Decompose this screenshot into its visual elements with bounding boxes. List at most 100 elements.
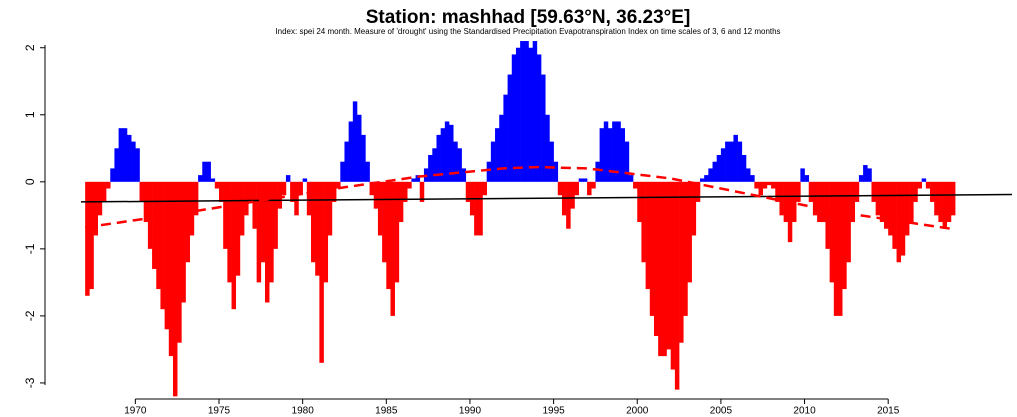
x-tick-label: 1995 xyxy=(542,406,565,417)
bar xyxy=(160,181,165,310)
bar xyxy=(223,181,228,249)
bar xyxy=(599,128,605,182)
bar xyxy=(361,134,366,182)
bar xyxy=(398,181,404,223)
chart-subtitle: Index: spei 24 month. Measure of 'drough… xyxy=(275,27,780,36)
bar xyxy=(457,148,462,182)
bar xyxy=(499,114,504,182)
bar xyxy=(336,181,341,189)
bar xyxy=(507,74,513,182)
bar xyxy=(812,181,818,216)
chart-title: Station: mashhad [59.63°N, 36.23°E] xyxy=(366,7,691,28)
bar xyxy=(741,155,747,182)
bar xyxy=(482,181,487,196)
bar xyxy=(323,181,329,283)
bar xyxy=(302,178,308,182)
bar xyxy=(419,181,425,202)
bar xyxy=(578,178,584,182)
bar xyxy=(273,181,278,249)
bar xyxy=(582,178,588,182)
bar xyxy=(904,181,910,236)
smooth-curve xyxy=(84,165,952,230)
bar xyxy=(520,41,525,182)
bar xyxy=(913,181,918,202)
bar xyxy=(787,181,793,243)
bar xyxy=(436,134,441,182)
bar xyxy=(616,121,621,182)
bar xyxy=(156,181,161,290)
bar xyxy=(750,175,755,182)
bar xyxy=(210,178,216,182)
bar xyxy=(528,47,533,182)
x-tick-label: 2005 xyxy=(710,406,733,417)
bar xyxy=(139,181,145,202)
bar xyxy=(867,168,872,182)
bar xyxy=(817,181,822,223)
bar xyxy=(285,175,291,182)
bar xyxy=(683,181,688,316)
bar xyxy=(838,181,843,316)
bar xyxy=(110,168,115,182)
bar xyxy=(281,181,287,196)
bar xyxy=(377,181,383,236)
bar xyxy=(641,181,646,263)
bar xyxy=(193,181,199,216)
bar xyxy=(444,121,450,182)
bar xyxy=(879,181,885,223)
bar xyxy=(181,181,186,303)
bar xyxy=(620,128,625,182)
bar xyxy=(645,181,651,290)
bar xyxy=(875,181,881,216)
bar xyxy=(666,181,672,350)
bar xyxy=(938,181,943,223)
bar xyxy=(252,181,257,229)
bar xyxy=(135,148,140,182)
bar xyxy=(503,94,508,182)
bar xyxy=(474,181,479,236)
bar xyxy=(185,181,191,263)
bar xyxy=(829,181,835,283)
bar xyxy=(607,128,613,182)
bar xyxy=(532,41,538,182)
bar xyxy=(708,168,713,182)
bar xyxy=(850,181,856,223)
bar xyxy=(294,181,299,216)
bar xyxy=(846,181,851,263)
bar xyxy=(152,181,157,269)
trend-line xyxy=(80,193,1013,203)
bar xyxy=(164,181,170,330)
bar xyxy=(541,74,546,182)
x-tick-label: 1970 xyxy=(124,406,147,417)
bar xyxy=(189,181,195,236)
bar xyxy=(465,181,471,202)
bar xyxy=(574,181,579,196)
bar xyxy=(771,181,776,189)
bar xyxy=(411,178,416,182)
bar xyxy=(925,181,931,189)
bar xyxy=(591,181,596,189)
bar xyxy=(930,181,935,202)
bar xyxy=(260,181,266,263)
bar xyxy=(775,181,780,202)
bar xyxy=(679,181,684,343)
bar xyxy=(407,181,412,189)
bar xyxy=(649,181,655,316)
bar xyxy=(394,181,400,283)
bar xyxy=(101,181,107,202)
bar xyxy=(269,181,274,283)
bar xyxy=(633,181,638,189)
bar xyxy=(428,155,433,182)
bar xyxy=(921,178,927,182)
bar xyxy=(168,181,174,357)
bar xyxy=(231,181,237,310)
bar xyxy=(888,181,893,236)
bar xyxy=(122,128,128,182)
bar xyxy=(495,128,500,182)
bar xyxy=(720,148,726,182)
bar xyxy=(587,181,592,196)
bar xyxy=(432,148,437,182)
bar xyxy=(478,181,483,236)
bar xyxy=(369,181,375,196)
bar xyxy=(202,161,207,182)
x-tick-label: 1980 xyxy=(292,406,315,417)
